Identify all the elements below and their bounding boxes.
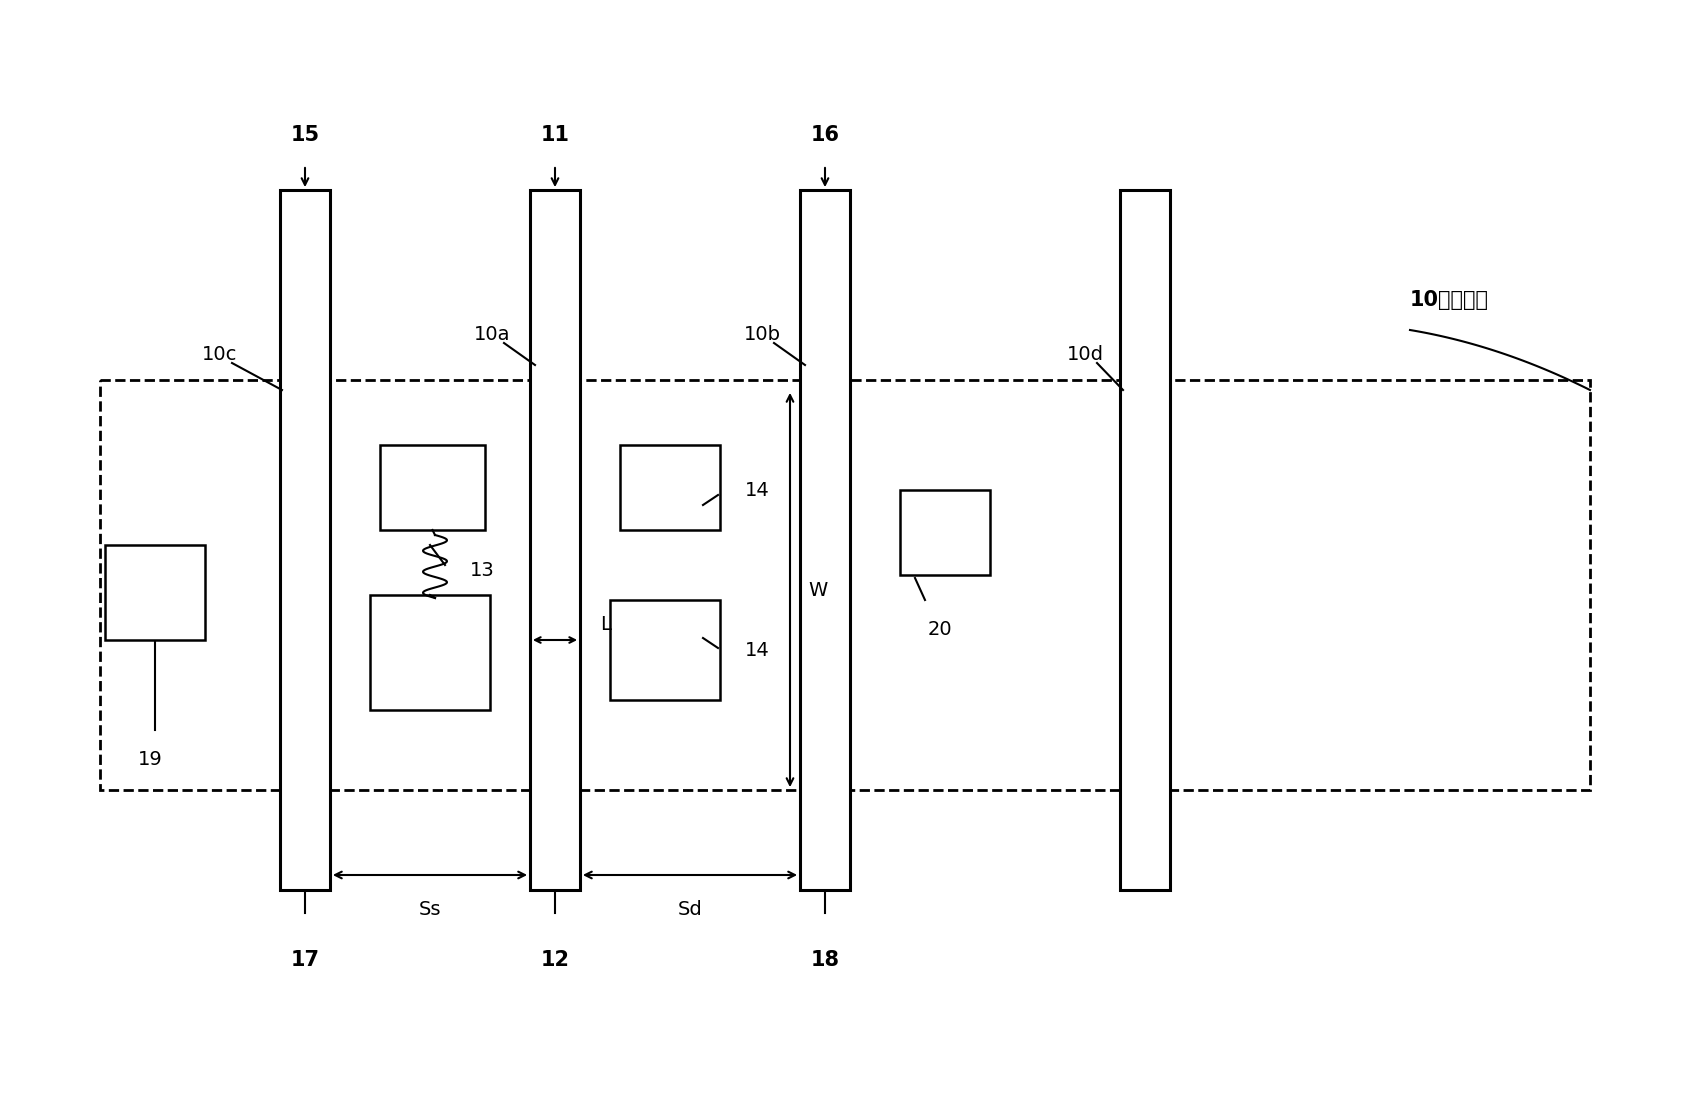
Text: 15: 15 (291, 125, 320, 145)
Text: 10a: 10a (474, 326, 510, 345)
Text: 18: 18 (811, 950, 840, 970)
Text: L: L (600, 616, 610, 635)
Text: 20: 20 (928, 620, 952, 639)
Text: 13: 13 (469, 560, 495, 579)
Text: Sd: Sd (678, 899, 702, 918)
Text: 17: 17 (291, 950, 320, 970)
Bar (620, 445, 721, 530)
Bar (610, 600, 721, 700)
Bar (105, 545, 206, 639)
Text: 10b: 10b (743, 326, 780, 345)
Text: 10d: 10d (1066, 346, 1103, 365)
Text: Ss: Ss (418, 899, 442, 918)
Text: W: W (808, 580, 828, 599)
Bar (530, 190, 580, 889)
Bar (899, 490, 989, 575)
Text: 10：有源区: 10：有源区 (1409, 290, 1489, 310)
Bar (1120, 190, 1170, 889)
Text: 19: 19 (138, 750, 163, 769)
Text: 10c: 10c (202, 346, 238, 365)
Bar (801, 190, 850, 889)
Bar (100, 381, 1590, 790)
Bar (381, 445, 484, 530)
Text: 14: 14 (745, 641, 770, 660)
Text: 16: 16 (811, 125, 840, 145)
Bar (280, 190, 330, 889)
Text: 11: 11 (541, 125, 570, 145)
Text: 14: 14 (745, 481, 770, 500)
Bar (371, 595, 490, 710)
Text: 12: 12 (541, 950, 570, 970)
